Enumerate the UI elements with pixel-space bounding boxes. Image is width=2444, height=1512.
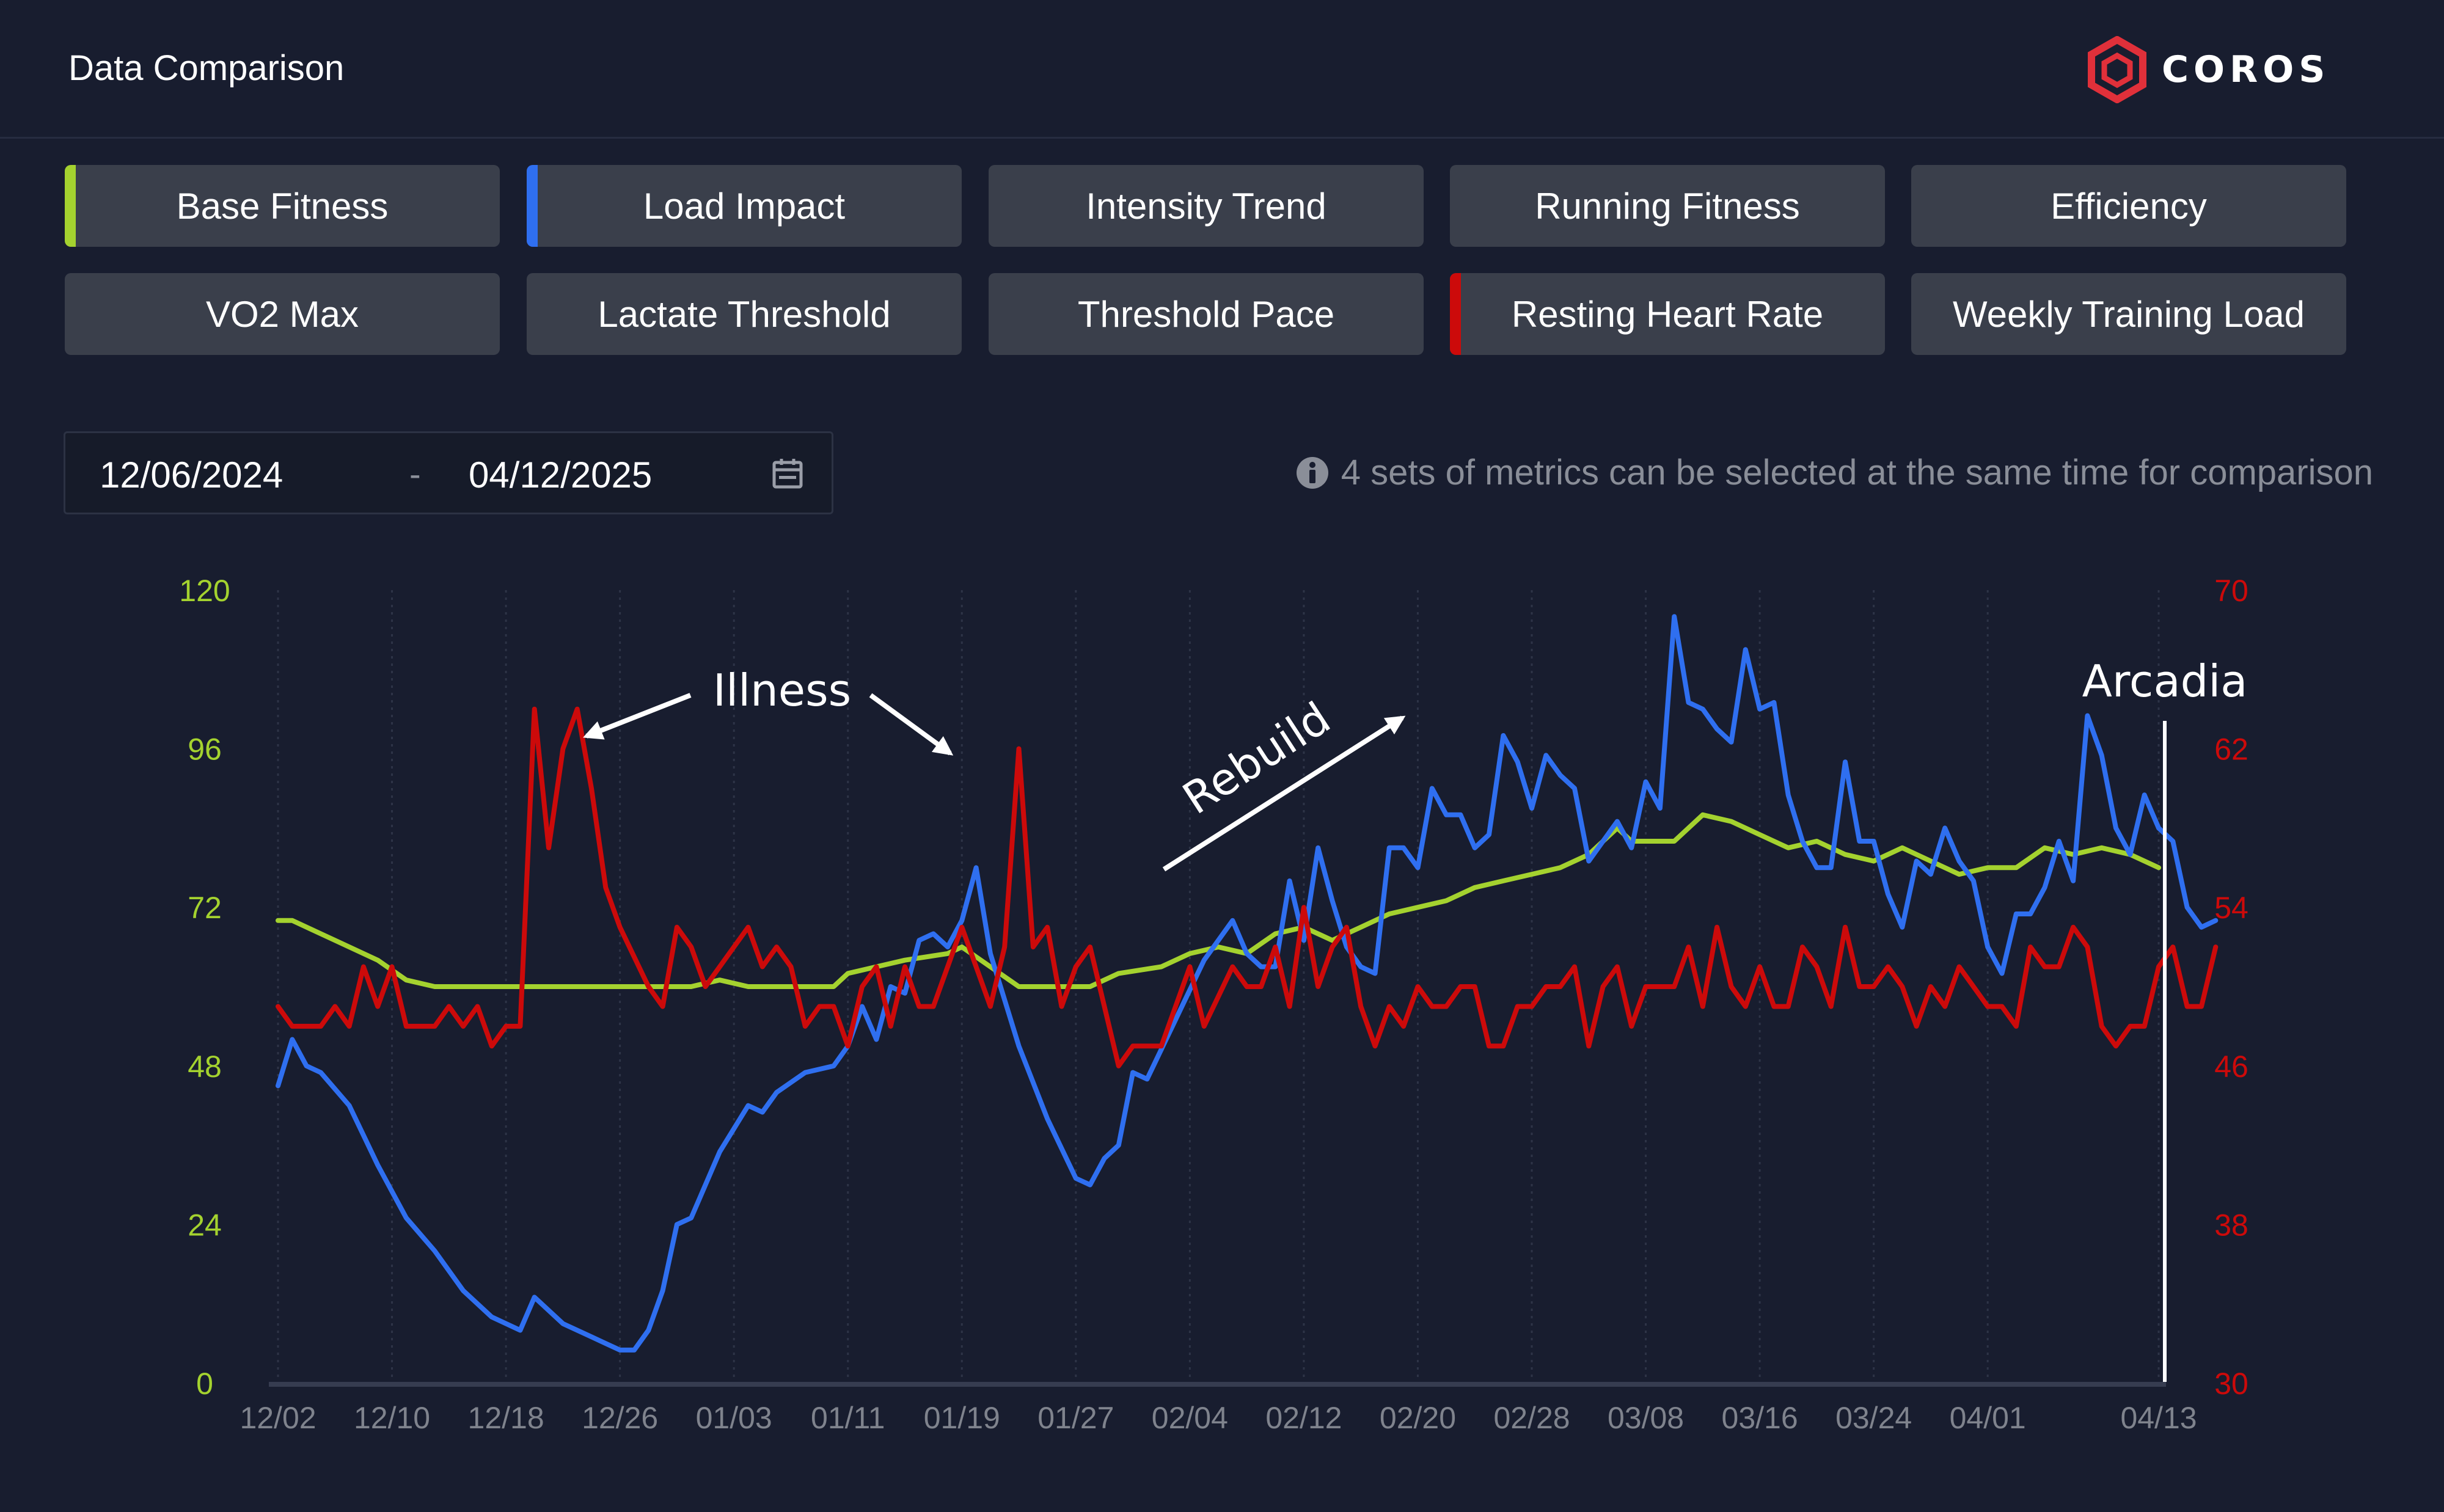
metric-button-vo2-max[interactable]: VO2 Max xyxy=(65,273,500,355)
base-fitness-line xyxy=(276,812,2161,989)
y-left-tick-label: 0 xyxy=(196,1367,213,1401)
x-tick-label: 03/16 xyxy=(1722,1401,1798,1435)
selected-marker xyxy=(65,165,76,247)
rebuild-arrow xyxy=(1162,715,1406,872)
x-tick-label: 12/02 xyxy=(240,1401,316,1435)
metric-button-label: Running Fitness xyxy=(1535,185,1800,227)
load-impact-line xyxy=(276,614,2219,1353)
annotation-rebuild: Rebuild xyxy=(1174,692,1339,824)
info-text: 4 sets of metrics can be selected at the… xyxy=(1341,453,2373,492)
info-note: 4 sets of metrics can be selected at the… xyxy=(1296,452,2373,493)
info-icon xyxy=(1296,456,1328,489)
metric-button-intensity-trend[interactable]: Intensity Trend xyxy=(989,165,1424,247)
y-right-tick-label: 38 xyxy=(2214,1208,2248,1242)
selected-marker xyxy=(527,165,538,247)
x-tick-label: 02/04 xyxy=(1152,1401,1228,1435)
metric-button-weekly-training-load[interactable]: Weekly Training Load xyxy=(1911,273,2346,355)
x-tick-label: 02/28 xyxy=(1493,1401,1570,1435)
x-tick-label: 01/11 xyxy=(811,1401,885,1435)
metric-button-label: Resting Heart Rate xyxy=(1511,293,1824,335)
annotation-illness: Illness xyxy=(713,665,851,716)
x-tick-label: 01/27 xyxy=(1037,1401,1114,1435)
resting-heart-rate-line xyxy=(276,706,2219,1068)
coros-logo-icon xyxy=(2088,36,2146,103)
calendar-icon[interactable] xyxy=(772,458,803,489)
y-right-tick-label: 46 xyxy=(2214,1050,2248,1084)
y-left-tick-label: 24 xyxy=(188,1208,222,1242)
brand-name: COROS xyxy=(2162,48,2330,91)
end-date-input[interactable]: 04/12/2025 xyxy=(469,455,653,495)
x-tick-label: 12/10 xyxy=(354,1401,430,1435)
y-left-tick-label: 48 xyxy=(188,1050,222,1084)
metric-button-label: Intensity Trend xyxy=(1086,185,1326,227)
x-tick-label: 04/13 xyxy=(2120,1401,2197,1435)
metric-button-label: Weekly Training Load xyxy=(1953,293,2305,335)
date-range-picker[interactable]: 12/06/2024 - 04/12/2025 xyxy=(64,431,833,514)
metric-button-label: Base Fitness xyxy=(176,185,389,227)
illness-arrow-left xyxy=(583,693,692,740)
y-left-tick-label: 120 xyxy=(179,574,230,608)
x-tick-label: 02/12 xyxy=(1265,1401,1342,1435)
date-separator: - xyxy=(409,455,421,493)
x-tick-label: 12/26 xyxy=(582,1401,658,1435)
metric-button-lactate-threshold[interactable]: Lactate Threshold xyxy=(527,273,962,355)
x-tick-label: 04/01 xyxy=(1950,1401,2026,1435)
y-left-tick-label: 72 xyxy=(188,891,222,925)
metric-button-base-fitness[interactable]: Base Fitness xyxy=(65,165,500,247)
annotation-arcadia: Arcadia xyxy=(2082,656,2248,707)
metric-button-threshold-pace[interactable]: Threshold Pace xyxy=(989,273,1424,355)
metric-button-running-fitness[interactable]: Running Fitness xyxy=(1450,165,1885,247)
x-tick-label: 01/19 xyxy=(924,1401,1000,1435)
metric-button-load-impact[interactable]: Load Impact xyxy=(527,165,962,247)
start-date-input[interactable]: 12/06/2024 xyxy=(100,455,284,495)
metric-button-resting-heart-rate[interactable]: Resting Heart Rate xyxy=(1450,273,1885,355)
x-tick-label: 03/24 xyxy=(1835,1401,1912,1435)
metric-button-label: VO2 Max xyxy=(205,293,359,335)
y-right-tick-label: 70 xyxy=(2214,574,2248,608)
x-tick-label: 03/08 xyxy=(1608,1401,1684,1435)
header-bar: Data Comparison COROS xyxy=(0,0,2444,139)
metric-button-label: Threshold Pace xyxy=(1077,293,1335,335)
x-tick-label: 12/18 xyxy=(468,1401,544,1435)
metric-button-label: Lactate Threshold xyxy=(598,293,891,335)
metric-button-label: Load Impact xyxy=(643,185,846,227)
y-right-tick-label: 54 xyxy=(2214,891,2248,925)
metric-button-efficiency[interactable]: Efficiency xyxy=(1911,165,2346,247)
y-left-tick-label: 96 xyxy=(188,732,222,767)
illness-arrow-right xyxy=(869,693,954,756)
y-right-tick-label: 30 xyxy=(2214,1367,2248,1401)
selected-marker xyxy=(1450,273,1461,355)
y-right-tick-label: 62 xyxy=(2214,732,2248,767)
coros-logo: COROS xyxy=(2084,33,2377,106)
x-tick-label: 01/03 xyxy=(696,1401,772,1435)
metric-button-label: Efficiency xyxy=(2051,185,2207,227)
x-tick-label: 02/20 xyxy=(1380,1401,1456,1435)
page-title: Data Comparison xyxy=(68,48,345,88)
